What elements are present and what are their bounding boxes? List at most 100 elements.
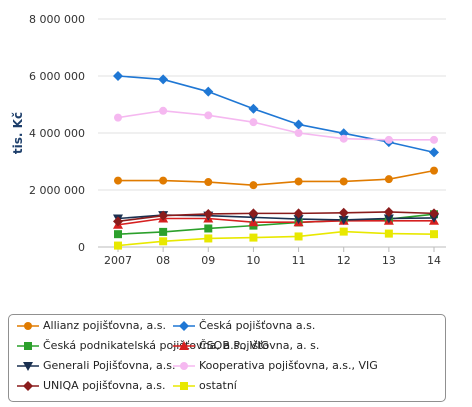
legend-marker [180,361,188,370]
legend-marker [23,361,33,371]
legend-label: ČSOB Pojišťovna, a. s. [199,339,320,352]
series-lines [117,75,435,247]
series-markers [113,71,439,250]
legend-label: UNIQA pojišťovna, a.s. [43,379,166,392]
legend-label: Česká pojišťovna a.s. [199,319,316,332]
data-point [158,74,169,85]
data-point [249,181,258,190]
data-point [339,134,348,143]
data-point [114,176,122,185]
data-point [430,166,438,175]
data-point [294,177,303,186]
legend-item[interactable]: UNIQA pojišťovna, a.s. [17,379,165,392]
data-point [203,86,214,97]
legend-label: Allianz pojišťovna, a.s. [43,319,166,332]
legend-item[interactable]: ČSOB Pojišťovna, a. s. [173,339,319,352]
data-point [339,177,348,186]
y-tick-label: 6 000 000 [29,70,85,83]
x-tick-label: 2007 [104,254,132,267]
data-point [204,178,213,187]
legend-marker [179,340,189,350]
data-point [204,234,213,243]
data-point [248,208,259,219]
data-point [204,111,213,120]
legend-label: Česká podnikatelská pojišťovna, a.s., VI… [43,339,270,352]
legend-item[interactable]: Česká podnikatelská pojišťovna, a.s., VI… [17,339,269,352]
y-axis-label: tis. Kč [11,112,25,154]
gridlines [98,18,446,252]
legend-symbol [17,321,39,330]
data-point [159,176,168,185]
x-tick-label: 08 [156,254,170,267]
x-tick-label: 12 [337,254,351,267]
legend-item[interactable]: Allianz pojišťovna, a.s. [17,319,166,332]
data-point [384,175,393,184]
legend-marker [180,381,188,390]
legend-item[interactable]: ostatní [173,379,237,392]
x-tick-labels: 2007 08 09 10 11 12 13 14 [104,254,441,267]
series-line [117,109,434,141]
legend-label: ostatní [199,379,237,392]
data-point [383,206,394,217]
data-point [293,119,304,130]
data-point [158,210,169,221]
data-point [114,113,122,122]
legend-item[interactable]: Kooperativa pojišťovna, a.s., VIG [173,359,378,372]
legend-item[interactable]: Generali Pojišťovna, a.s. [17,359,175,372]
data-point [204,224,213,233]
y-tick-label: 0 [78,241,85,254]
chart-legend: Allianz pojišťovna, a.s. Česká pojišťovna… [8,314,446,402]
legend-item[interactable]: Česká pojišťovna a.s. [173,319,315,332]
data-point [249,233,258,242]
x-tick-label: 09 [201,254,215,267]
data-point [338,215,349,225]
series-line [117,75,435,154]
x-tick-label: 13 [382,254,396,267]
legend-symbol [173,361,195,370]
legend-symbol [173,340,195,350]
data-point [430,230,438,239]
series-line [117,230,435,247]
data-point [383,214,394,224]
data-point [384,229,393,238]
data-point [159,227,168,236]
data-point [113,216,123,227]
data-point [294,232,303,241]
legend-symbol [17,341,39,350]
data-point [113,71,123,81]
legend-marker [179,320,189,331]
x-tick-label: 10 [246,254,260,267]
legend-label: Kooperativa pojišťovna, a.s., VIG [199,359,378,372]
data-point [159,106,168,115]
y-tick-label: 8 000 000 [29,13,85,26]
data-point [384,135,393,144]
line-chart: 2007 08 09 10 11 12 13 14 0 2 000 000 4 000 000 6 … [11,13,446,267]
data-point [159,237,168,246]
y-tick-label: 4 000 000 [29,127,85,140]
data-point [293,208,304,219]
x-tick-label: 11 [292,254,306,267]
series-line [117,211,435,223]
legend-symbol [173,381,195,390]
data-point [114,230,122,239]
series-line [117,217,434,226]
legend-symbol [17,361,39,371]
data-point [114,241,122,250]
y-tick-label: 2 000 000 [29,184,85,197]
data-point [248,103,259,114]
legend-marker [23,380,33,391]
series-line [118,169,435,186]
data-point [294,129,303,137]
legend-symbol [17,380,39,391]
legend-symbol [173,320,195,331]
data-point [429,213,439,223]
x-tick-label: 14 [427,254,441,267]
data-point [429,208,439,219]
data-point [339,227,348,236]
data-point [430,135,438,144]
y-tick-labels: 0 2 000 000 4 000 000 6 000 000 8 000 000 [29,13,85,254]
legend-label: Generali Pojišťovna, a.s. [43,359,176,372]
data-point [249,118,258,127]
data-point [338,207,349,218]
legend-marker [24,321,32,330]
